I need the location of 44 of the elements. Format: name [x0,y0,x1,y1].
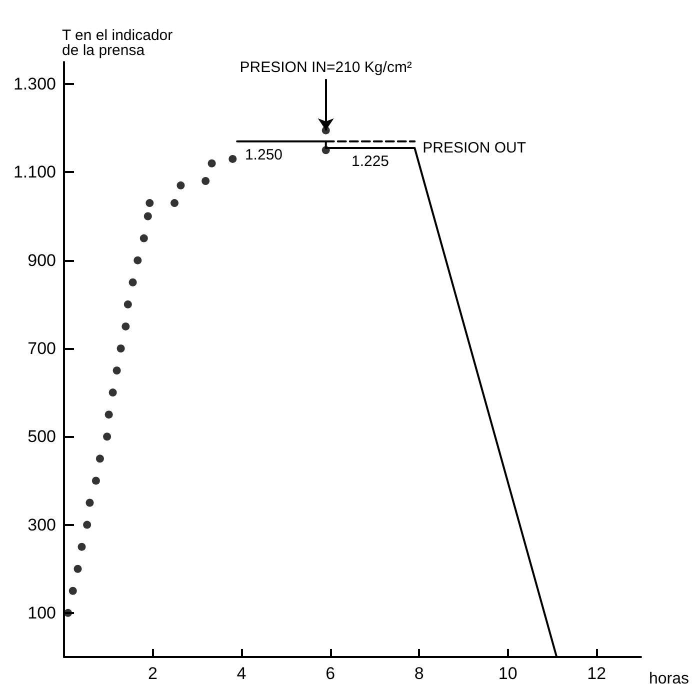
point [68,586,77,595]
point [83,520,92,529]
annotation: PRESION IN=210 Kg/cm² [240,59,412,76]
point [146,199,154,208]
annotation: PRESION OUT [422,139,526,156]
point [104,410,113,419]
point [128,278,137,286]
point [103,432,112,441]
point [208,159,216,168]
point [96,454,104,463]
x-tick-label: 2 [148,664,158,683]
y-tick-label: 1.300 [13,74,56,94]
point [112,366,121,375]
y-tick-label: 700 [28,338,56,358]
point [228,154,237,163]
point [144,212,152,220]
point [124,300,132,308]
y-tick-label: 500 [28,427,56,446]
x-tick-label: 6 [326,664,336,683]
point [86,498,94,507]
x-axis-title: horas [649,670,690,688]
point [74,564,82,573]
annotation: 1.250 [244,146,283,164]
y-axis-title: T en el indicador de la prensa [62,27,173,59]
y-tick-label: 300 [28,515,56,534]
x-tick-label: 12 [587,664,606,683]
x-tick-label: 8 [414,664,424,683]
point [92,476,100,485]
x-tick-label: 10 [498,664,518,683]
point [176,181,185,190]
x-tick-label: 4 [236,664,246,683]
point [170,199,179,208]
annotation: 1.225 [351,152,390,170]
y-tick-label: 100 [28,603,56,622]
y-tick-label: 900 [28,250,56,270]
point [108,388,117,397]
point [122,322,130,330]
point [64,608,72,617]
point [140,234,148,242]
point [78,542,86,551]
point [116,344,125,352]
y-tick-label: 1.100 [13,162,56,182]
point [202,177,210,185]
point [134,256,142,264]
